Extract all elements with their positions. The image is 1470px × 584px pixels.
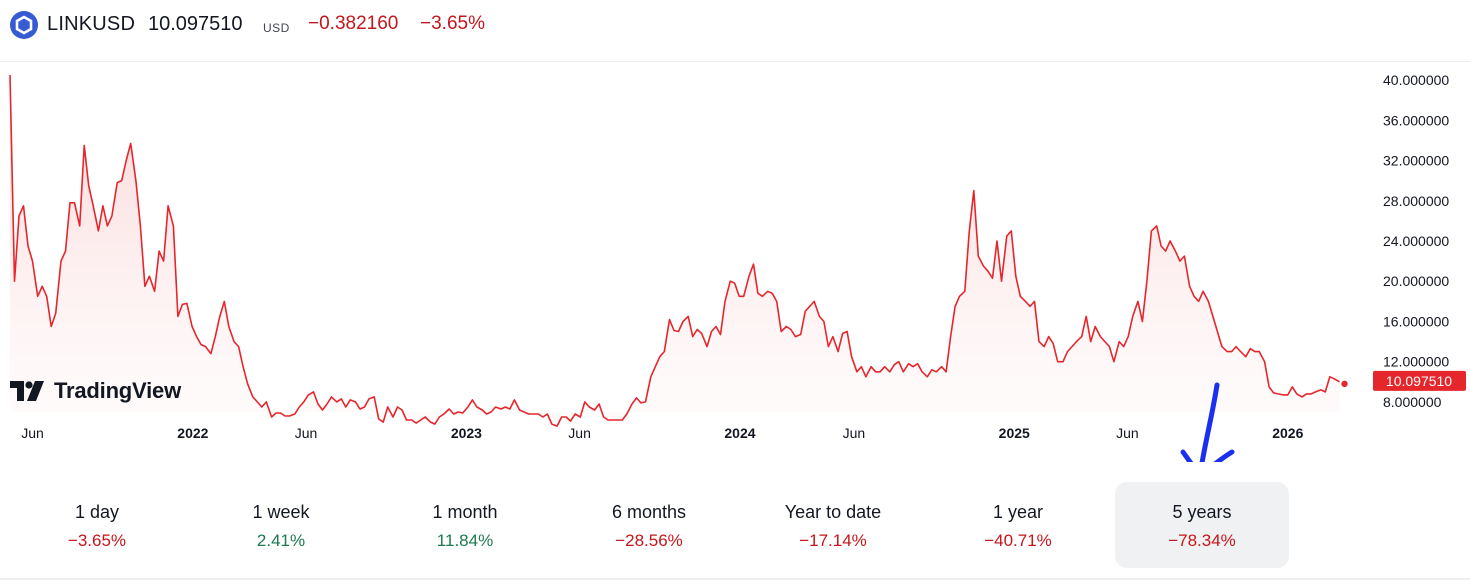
x-axis-tick-label: 2022 xyxy=(177,425,208,441)
period-change: 11.84% xyxy=(436,531,494,550)
currency-code: USD xyxy=(263,21,290,35)
y-axis-tick-label: 20.000000 xyxy=(1383,273,1449,289)
last-price-badge: 10.097510 xyxy=(1373,370,1466,391)
y-axis-tick-label: 32.000000 xyxy=(1383,153,1449,169)
period-label: 1 day xyxy=(74,502,120,522)
y-axis-tick-label: 8.000000 xyxy=(1383,394,1442,410)
y-axis-tick-label: 28.000000 xyxy=(1383,193,1449,209)
x-axis-tick-label: 2025 xyxy=(999,425,1030,441)
period-6-months[interactable]: 6 months −28.56% xyxy=(562,482,736,568)
y-axis-tick-label: 24.000000 xyxy=(1383,233,1449,249)
y-axis-tick-label: 12.000000 xyxy=(1383,354,1449,370)
last-price-dot xyxy=(1341,380,1348,388)
period-5-years[interactable]: 5 years −78.34% xyxy=(1115,482,1289,568)
price-change: −0.382160 xyxy=(308,13,399,34)
period-change: −3.65% xyxy=(67,531,127,550)
x-axis-tick-label: 2024 xyxy=(724,425,755,441)
period-1-day[interactable]: 1 day −3.65% xyxy=(10,482,184,568)
period-change: −78.34% xyxy=(1168,531,1236,550)
x-axis-tick-label: 2026 xyxy=(1272,425,1303,441)
x-axis-tick-label: 2023 xyxy=(451,425,482,441)
period-1-month[interactable]: 1 month 11.84% xyxy=(378,482,552,568)
period-1-year[interactable]: 1 year −40.71% xyxy=(931,482,1105,568)
y-axis-tick-label: 16.000000 xyxy=(1383,313,1449,329)
period-change: −17.14% xyxy=(799,531,867,550)
y-axis-tick-label: 40.000000 xyxy=(1383,72,1449,88)
period-label: 1 week xyxy=(252,502,310,522)
tradingview-logo-icon xyxy=(10,381,44,401)
performance-periods: 1 day −3.65% 1 week 2.41% 1 month 11.84%… xyxy=(0,482,1470,568)
tradingview-logo[interactable]: TradingView xyxy=(10,377,181,405)
tradingview-wordmark: TradingView xyxy=(54,378,181,403)
period-label: 6 months xyxy=(611,502,687,522)
period-label: 1 year xyxy=(992,502,1044,522)
y-axis-tick-label: 36.000000 xyxy=(1383,112,1449,128)
period-1-week[interactable]: 1 week 2.41% xyxy=(194,482,368,568)
x-axis-tick-label: Jun xyxy=(295,425,318,441)
period-change: −40.71% xyxy=(984,531,1052,550)
price-change-percent: −3.65% xyxy=(420,13,485,34)
symbol-name[interactable]: LINKUSD xyxy=(47,13,136,35)
x-axis-tick-label: Jun xyxy=(843,425,866,441)
symbol-header: LINKUSD 10.097510 USD −0.382160 −3.65% xyxy=(0,0,1470,62)
price-area-fill xyxy=(10,75,1340,427)
bottom-divider xyxy=(0,578,1470,580)
period-label: 1 month xyxy=(432,502,498,522)
x-axis-tick-label: Jun xyxy=(568,425,591,441)
period-change: −28.56% xyxy=(615,531,683,550)
price-chart[interactable]: 8.000000 12.000000 16.000000 20.000000 24.00… xyxy=(0,62,1470,462)
period-label: Year to date xyxy=(784,502,882,522)
period-year-to-date[interactable]: Year to date −17.14% xyxy=(746,482,920,568)
period-label: 5 years xyxy=(1172,502,1232,522)
x-axis-tick-label: Jun xyxy=(21,425,44,441)
last-price: 10.097510 xyxy=(148,13,243,35)
chainlink-hexagon-icon xyxy=(10,11,38,39)
x-axis-tick-label: Jun xyxy=(1116,425,1139,441)
price-line xyxy=(9,74,1340,427)
period-change: 2.41% xyxy=(256,531,306,550)
last-price-label: 10.097510 xyxy=(1386,373,1452,389)
hand-drawn-arrow-icon xyxy=(1180,382,1235,462)
